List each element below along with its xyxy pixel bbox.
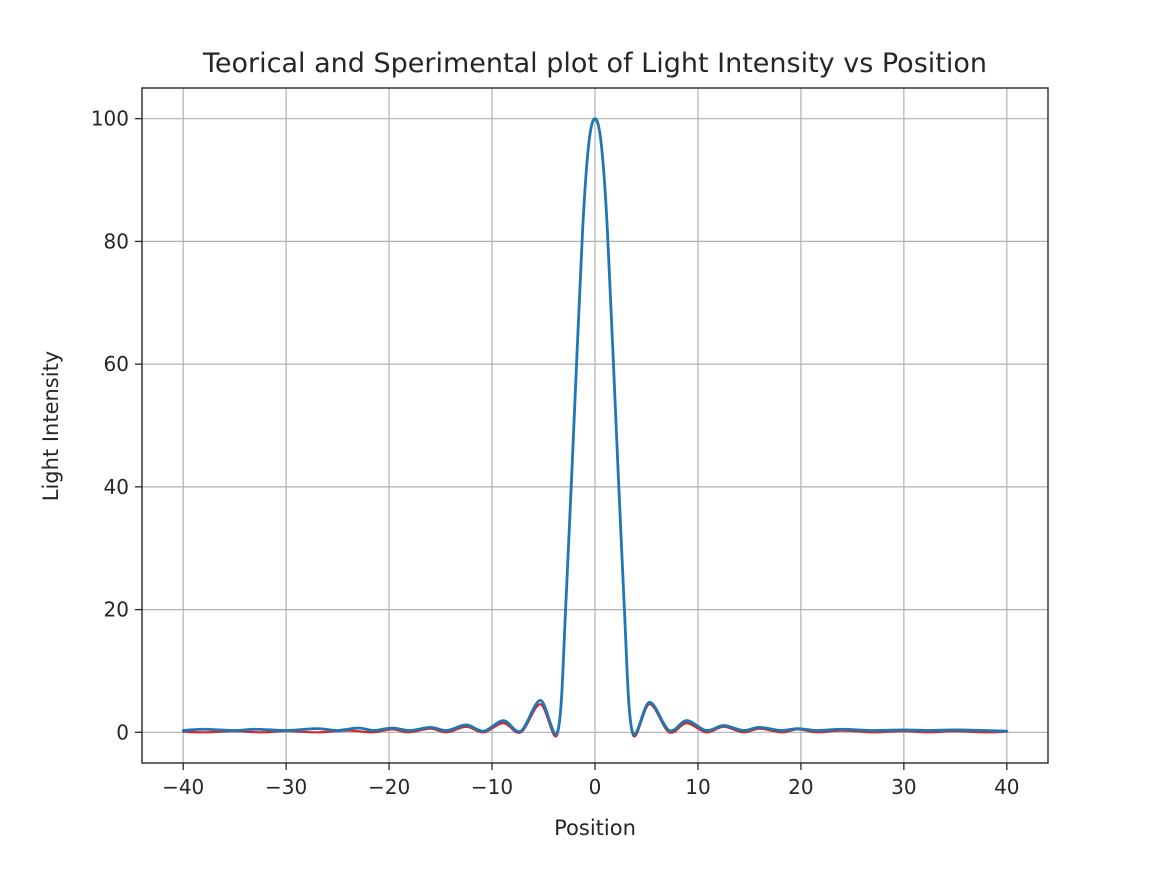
x-tick-label: 0 bbox=[589, 775, 602, 799]
y-tick-label: 20 bbox=[104, 598, 129, 622]
x-tick-label: 20 bbox=[788, 775, 813, 799]
x-tick-label: 30 bbox=[891, 775, 916, 799]
y-tick-label: 100 bbox=[91, 107, 129, 131]
x-tick-label: −40 bbox=[162, 775, 204, 799]
x-tick-label: −20 bbox=[368, 775, 410, 799]
x-axis-label: Position bbox=[554, 816, 636, 840]
grid-lines bbox=[142, 88, 1048, 763]
y-axis-label: Light Intensity bbox=[39, 351, 63, 502]
y-tick-label: 60 bbox=[104, 352, 129, 376]
chart-title: Teorical and Sperimental plot of Light I… bbox=[202, 48, 987, 79]
y-tick-label: 0 bbox=[116, 720, 129, 744]
series-line-blue bbox=[181, 117, 1009, 736]
y-tick-label: 80 bbox=[104, 229, 129, 253]
data-series bbox=[181, 117, 1009, 738]
y-tick-label: 40 bbox=[104, 475, 129, 499]
x-tick-label: 10 bbox=[685, 775, 710, 799]
x-tick-label: 40 bbox=[994, 775, 1019, 799]
axis-ticks: −40 −30 −20 −10 0 10 20 30 40 0 20 40 60 80 100 bbox=[91, 107, 1020, 799]
x-tick-label: −10 bbox=[471, 775, 513, 799]
x-tick-label: −30 bbox=[265, 775, 307, 799]
